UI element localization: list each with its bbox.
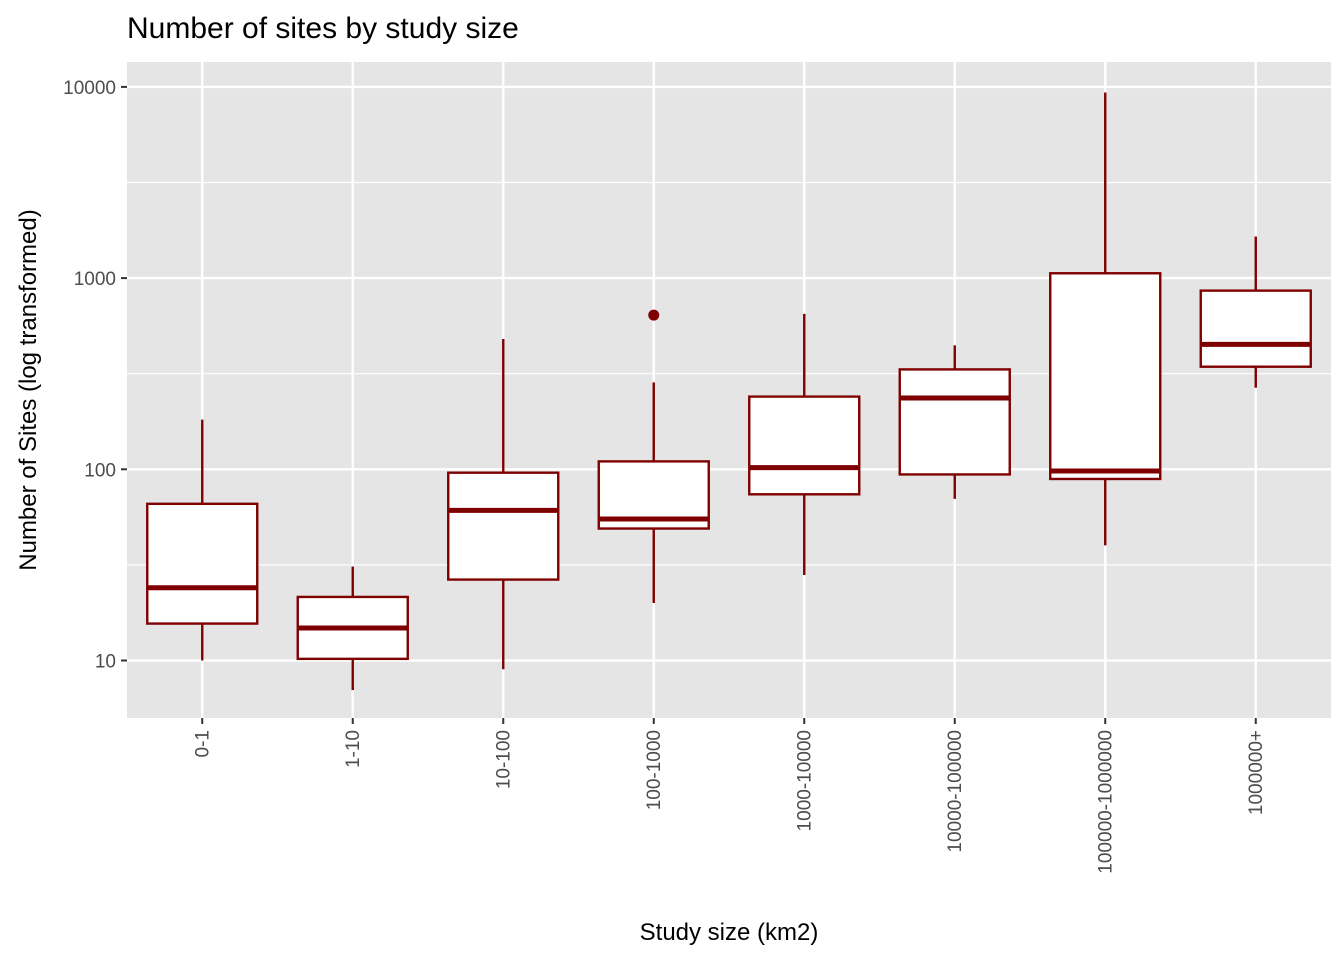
- box-iqr: [1199, 289, 1312, 368]
- y-axis: 10 100 1000 10000: [63, 78, 127, 673]
- box-1000-10000: [748, 313, 861, 576]
- box-10-100: [447, 339, 560, 670]
- x-axis-title: Study size (km2): [640, 919, 819, 946]
- chart-title: Number of sites by study size: [127, 12, 519, 45]
- box-iqr: [146, 502, 259, 625]
- box-iqr: [898, 368, 1011, 476]
- x-tick-label: 1000-10000: [794, 730, 815, 831]
- box-1-10: [296, 566, 409, 691]
- box-10000-100000: [898, 345, 1011, 499]
- outlier-point: [648, 309, 660, 321]
- x-tick-label: 10-100: [493, 730, 514, 789]
- y-axis-title: Number of Sites (log transformed): [15, 209, 42, 570]
- y-tick-label: 10: [95, 652, 116, 673]
- x-tick-label: 10000-100000: [945, 730, 966, 853]
- y-tick-label: 10000: [63, 78, 116, 99]
- box-iqr: [748, 395, 861, 496]
- box-1000000+: [1199, 236, 1312, 388]
- box-iqr: [1049, 272, 1162, 481]
- x-axis: 0-1 1-10 10-100 100-1000 1000-10000 10000-100…: [192, 718, 1267, 874]
- x-tick-label: 100-1000: [644, 730, 665, 810]
- x-tick-label: 0-1: [192, 730, 213, 757]
- x-tick-label: 1000000+: [1246, 730, 1267, 815]
- x-tick-label: 100000-1000000: [1095, 730, 1116, 874]
- box-series: [146, 92, 1312, 691]
- box-iqr: [447, 471, 560, 581]
- box-0-1: [146, 419, 259, 661]
- box-100000-1000000: [1049, 92, 1162, 546]
- y-tick-label: 1000: [74, 269, 116, 290]
- y-tick-label: 100: [84, 460, 116, 481]
- x-tick-label: 1-10: [343, 730, 364, 768]
- box-100-1000: [597, 309, 710, 603]
